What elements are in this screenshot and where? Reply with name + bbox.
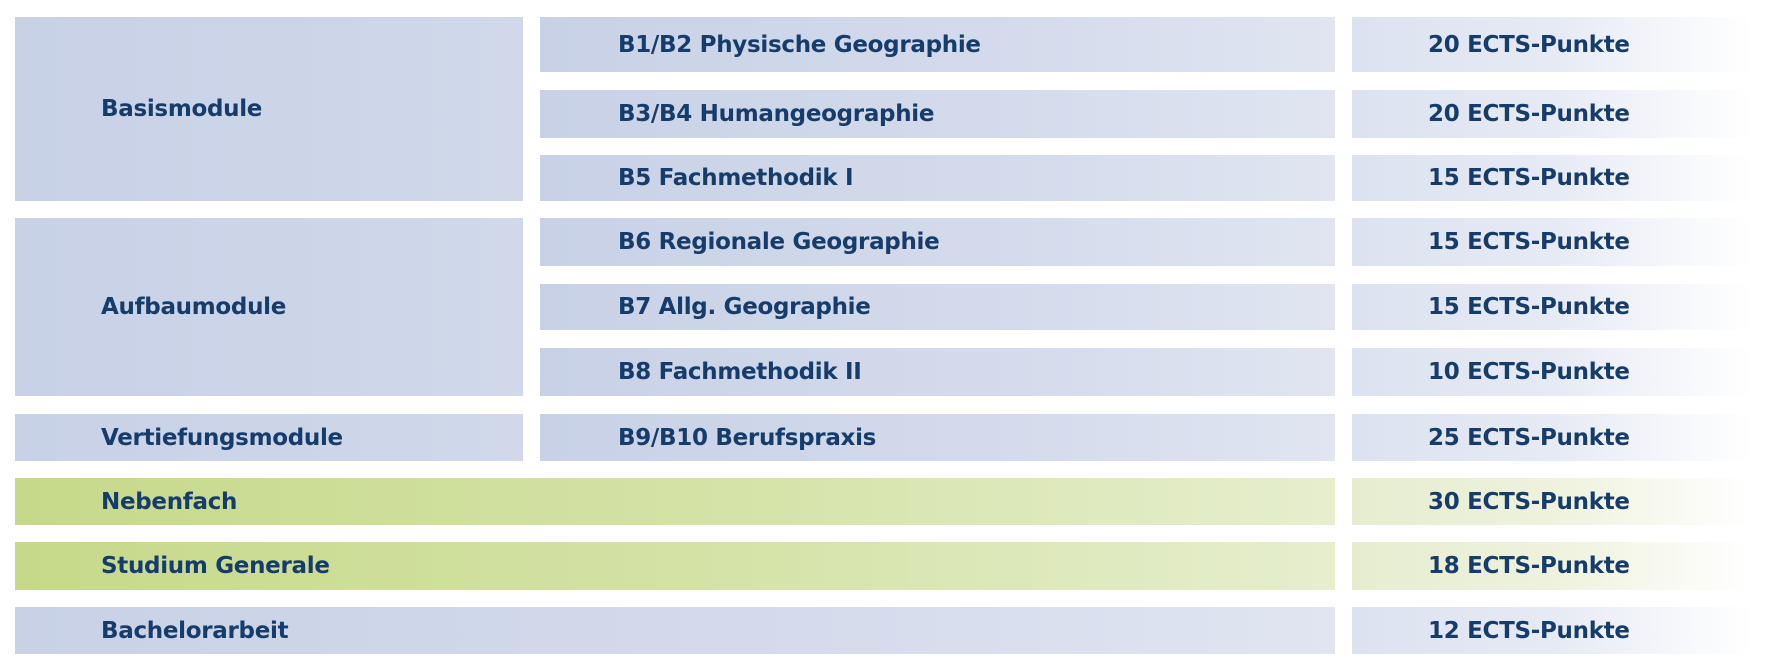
module-label: B9/B10 Berufspraxis xyxy=(618,424,877,451)
module-label: B5 Fachmethodik I xyxy=(618,165,854,191)
points-label: 15 ECTS-Punkte xyxy=(1428,294,1630,320)
points-cell: 10 ECTS-Punkte xyxy=(1352,348,1752,396)
points-cell: 20 ECTS-Punkte xyxy=(1352,17,1752,72)
module-row: B8 Fachmethodik II xyxy=(540,348,1335,396)
module-row: B7 Allg. Geographie xyxy=(540,284,1335,330)
row-nebenfach: Nebenfach xyxy=(15,478,1335,525)
points-label: 20 ECTS-Punkte xyxy=(1428,31,1630,58)
points-cell: 15 ECTS-Punkte xyxy=(1352,284,1752,330)
points-cell: 20 ECTS-Punkte xyxy=(1352,90,1752,138)
group-vertiefungsmodule: Vertiefungsmodule xyxy=(15,414,523,461)
module-row: B3/B4 Humangeographie xyxy=(540,90,1335,138)
points-cell: 30 ECTS-Punkte xyxy=(1352,478,1752,525)
group-label: Basismodule xyxy=(101,96,263,122)
group-basismodule: Basismodule xyxy=(15,17,523,201)
points-cell: 15 ECTS-Punkte xyxy=(1352,155,1752,201)
points-label: 25 ECTS-Punkte xyxy=(1428,424,1630,451)
points-label: 15 ECTS-Punkte xyxy=(1428,229,1630,255)
row-studium-generale: Studium Generale xyxy=(15,542,1335,590)
row-bachelorarbeit: Bachelorarbeit xyxy=(15,607,1335,654)
points-cell: 12 ECTS-Punkte xyxy=(1352,607,1752,654)
module-label: B3/B4 Humangeographie xyxy=(618,101,935,127)
group-label: Aufbaumodule xyxy=(101,294,287,320)
row-label: Studium Generale xyxy=(101,553,330,579)
module-row: B1/B2 Physische Geographie xyxy=(540,17,1335,72)
points-label: 10 ECTS-Punkte xyxy=(1428,359,1630,385)
module-row: B6 Regionale Geographie xyxy=(540,218,1335,266)
module-label: B1/B2 Physische Geographie xyxy=(618,31,981,58)
group-label: Vertiefungsmodule xyxy=(101,424,343,451)
module-label: B7 Allg. Geographie xyxy=(618,294,871,320)
row-label: Bachelorarbeit xyxy=(101,617,289,644)
points-label: 20 ECTS-Punkte xyxy=(1428,101,1630,127)
module-row: B9/B10 Berufspraxis xyxy=(540,414,1335,461)
points-cell: 25 ECTS-Punkte xyxy=(1352,414,1752,461)
points-cell: 15 ECTS-Punkte xyxy=(1352,218,1752,266)
points-label: 30 ECTS-Punkte xyxy=(1428,488,1630,515)
points-cell: 18 ECTS-Punkte xyxy=(1352,542,1752,590)
points-label: 12 ECTS-Punkte xyxy=(1428,617,1630,644)
module-label: B8 Fachmethodik II xyxy=(618,359,862,385)
module-row: B5 Fachmethodik I xyxy=(540,155,1335,201)
group-aufbaumodule: Aufbaumodule xyxy=(15,218,523,396)
module-label: B6 Regionale Geographie xyxy=(618,229,940,255)
points-label: 18 ECTS-Punkte xyxy=(1428,553,1630,579)
row-label: Nebenfach xyxy=(101,488,238,515)
points-label: 15 ECTS-Punkte xyxy=(1428,165,1630,191)
